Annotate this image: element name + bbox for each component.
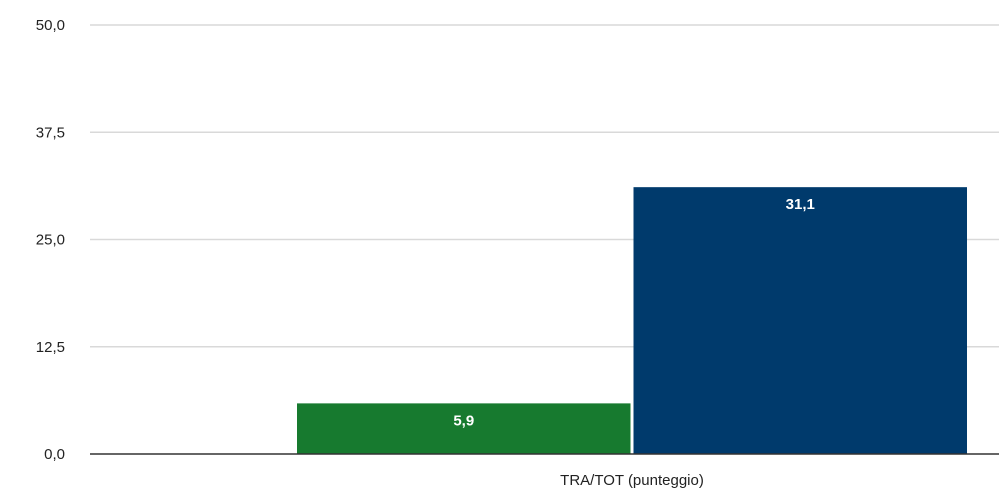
x-category-label: TRA/TOT (punteggio) (560, 472, 704, 489)
data-labels: 5,9 31,1 (453, 196, 815, 429)
bars (297, 187, 967, 455)
bar-value-label: 5,9 (453, 412, 474, 429)
y-tick-label: 50,0 (36, 17, 65, 34)
x-axis-categories: TRA/TOT (punteggio) (560, 472, 704, 489)
bar-value-label: 31,1 (786, 196, 815, 213)
y-tick-label: 0,0 (44, 446, 65, 463)
bar-series-1 (297, 403, 631, 454)
y-tick-label: 12,5 (36, 339, 65, 356)
y-tick-label: 37,5 (36, 124, 65, 141)
y-tick-label: 25,0 (36, 232, 65, 249)
bar-series-2 (633, 187, 967, 455)
y-axis-ticks: 0,0 12,5 25,0 37,5 50,0 (36, 17, 65, 463)
